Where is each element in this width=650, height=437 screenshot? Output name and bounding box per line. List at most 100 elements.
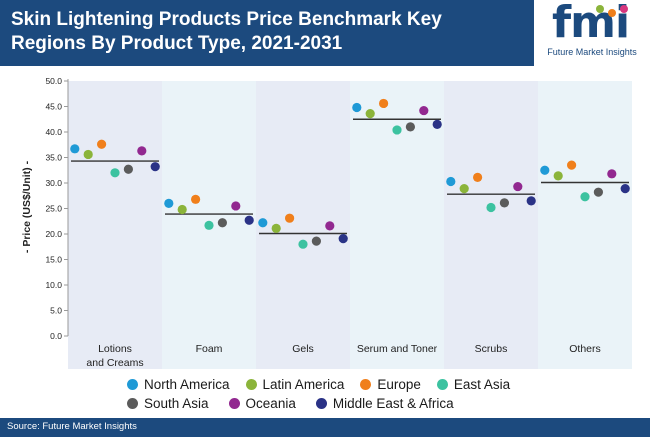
y-axis: 0.0 5.0 10.0 15.0 20.0 25.0 30.0 35.0 40.0 45.0 50…	[45, 76, 69, 341]
data-point	[419, 105, 429, 116]
data-point	[446, 176, 456, 187]
footer-bar: Source: Future Market Insights	[0, 418, 650, 437]
y-tick-label: 10.0	[45, 280, 62, 290]
data-point	[593, 187, 604, 197]
fmi-logo: fmi Future Market Insights	[534, 0, 650, 66]
legend-marker	[127, 378, 138, 390]
legend-item: North America	[127, 377, 230, 392]
data-point	[97, 139, 107, 149]
category-label: Gels	[292, 343, 314, 355]
y-tick-label: 15.0	[45, 255, 62, 265]
category-label: Serum and Toner	[357, 343, 438, 355]
logo-dot-orange	[608, 9, 616, 17]
data-point	[191, 194, 201, 204]
y-tick-label: 45.0	[45, 102, 62, 112]
data-point	[526, 196, 536, 206]
data-point	[607, 169, 617, 179]
data-point	[405, 122, 415, 132]
data-point	[620, 184, 630, 194]
chart-title: Skin Lightening Products Price Benchmark…	[11, 9, 442, 54]
legend-item: East Asia	[436, 376, 511, 392]
benchmark-lines	[71, 118, 629, 235]
data-point	[352, 102, 362, 113]
data-point	[432, 119, 442, 129]
data-point	[365, 109, 375, 119]
data-point	[271, 223, 281, 233]
data-point	[123, 164, 133, 174]
legend-row: North America Latin America Europe East Asi…	[127, 375, 510, 393]
logo-subtitle: Future Market Insights	[547, 47, 637, 57]
data-point	[244, 215, 254, 225]
data-point	[137, 146, 147, 156]
data-point	[150, 162, 160, 172]
data-point	[486, 202, 496, 213]
legend-marker	[315, 397, 327, 409]
source-note: Source: Future Market Insights	[7, 421, 137, 432]
legend-label: Europe	[377, 376, 421, 392]
data-point	[70, 144, 80, 154]
data-point	[338, 233, 348, 244]
category-band	[68, 81, 162, 369]
category-labels: Lotions and Creams Foam Gels Serum and Toner…	[86, 343, 600, 369]
legend-item: South Asia	[127, 396, 209, 411]
data-point	[325, 221, 335, 231]
data-point	[567, 160, 577, 170]
data-points	[70, 98, 630, 249]
y-tick-label: 40.0	[45, 127, 62, 137]
legend-label: Oceania	[245, 395, 296, 411]
logo-letters: fmi	[552, 0, 630, 48]
data-point	[459, 184, 469, 194]
y-tick-label: 25.0	[45, 204, 62, 214]
data-point	[177, 204, 187, 215]
category-band	[256, 81, 350, 369]
category-label: Foam	[196, 343, 223, 355]
legend-label: North America	[144, 376, 230, 392]
logo-dot-green	[596, 5, 604, 13]
legend-label: South Asia	[144, 395, 209, 411]
data-point	[204, 220, 214, 230]
legend-marker	[228, 397, 240, 409]
y-tick-label: 50.0	[45, 76, 62, 86]
legend-row: South Asia Oceania Middle East & Africa	[127, 394, 454, 412]
data-point	[231, 201, 241, 211]
legend-label: Middle East & Africa	[332, 395, 454, 411]
price-benchmark-chart: 0.0 5.0 10.0 15.0 20.0 25.0 30.0 35.0 40.0 45.0 50…	[21, 76, 632, 369]
category-label: Lotions	[98, 343, 132, 355]
data-point	[83, 149, 93, 160]
data-point	[540, 165, 550, 175]
data-point	[311, 236, 321, 246]
logo-dot-pink	[620, 5, 628, 13]
legend-marker	[245, 378, 257, 390]
y-tick-label: 0.0	[50, 331, 62, 341]
data-point	[217, 218, 227, 228]
legend-item: Middle East & Africa	[315, 395, 454, 411]
category-band	[538, 81, 632, 369]
legend-item: Oceania	[228, 395, 296, 411]
y-tick-label: 20.0	[45, 229, 62, 239]
header-banner: Skin Lightening Products Price Benchmark…	[0, 0, 650, 66]
category-label: and Creams	[86, 357, 143, 369]
data-point	[580, 192, 590, 202]
category-label: Others	[569, 343, 601, 355]
data-point	[379, 98, 389, 109]
data-point	[298, 239, 308, 249]
data-point	[110, 168, 120, 178]
y-tick-label: 5.0	[50, 306, 62, 316]
legend-marker	[360, 378, 372, 390]
legend-label: East Asia	[453, 376, 511, 392]
data-point	[258, 218, 268, 228]
category-band	[444, 81, 538, 369]
data-point	[392, 125, 402, 135]
y-axis-label: - Price (US$/Unit) -	[21, 160, 33, 253]
legend-marker	[436, 378, 448, 390]
data-point	[164, 198, 174, 208]
data-point	[553, 171, 563, 181]
legend-label: Latin America	[262, 376, 345, 392]
y-tick-label: 30.0	[45, 178, 62, 188]
data-point	[499, 198, 509, 208]
legend-item: Europe	[360, 377, 421, 392]
legend-marker	[127, 397, 138, 409]
data-point	[285, 213, 295, 223]
category-label: Scrubs	[475, 343, 508, 355]
data-point	[473, 172, 483, 182]
